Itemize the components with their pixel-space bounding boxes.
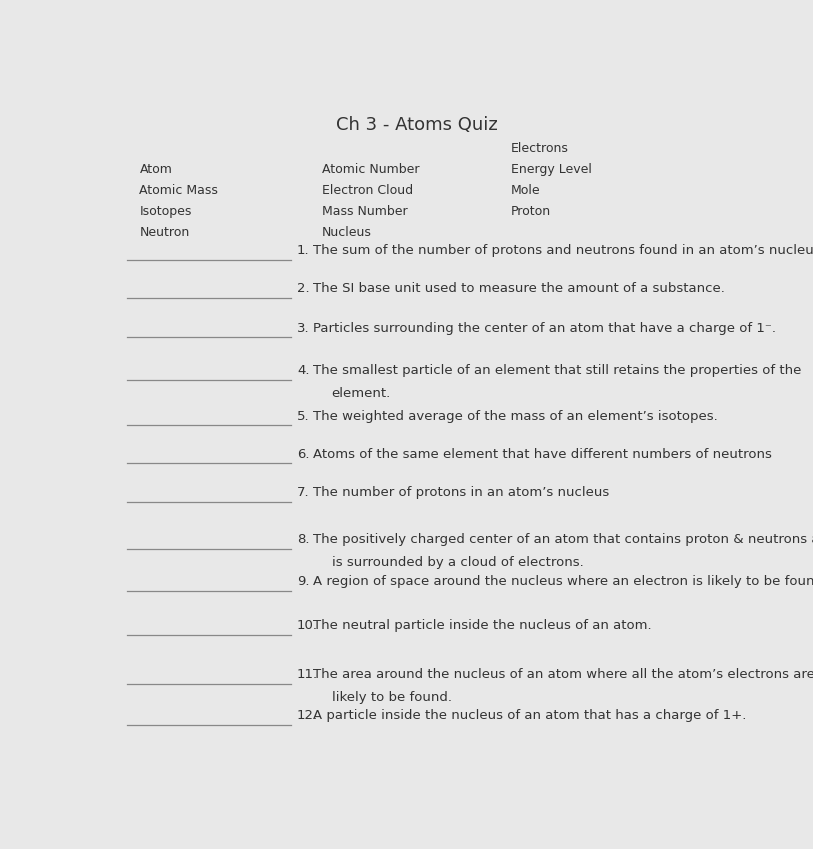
- Text: 4.: 4.: [297, 364, 310, 377]
- Text: Electrons: Electrons: [511, 143, 569, 155]
- Text: 3.: 3.: [297, 322, 310, 335]
- Text: Electron Cloud: Electron Cloud: [322, 184, 413, 197]
- Text: 12.: 12.: [297, 709, 318, 722]
- Text: 2.: 2.: [297, 283, 310, 295]
- Text: Neutron: Neutron: [140, 226, 189, 239]
- Text: is surrounded by a cloud of electrons.: is surrounded by a cloud of electrons.: [332, 556, 584, 570]
- Text: The sum of the number of protons and neutrons found in an atom’s nucleus.: The sum of the number of protons and neu…: [313, 245, 813, 257]
- Text: 1.: 1.: [297, 245, 310, 257]
- Text: Ch 3 - Atoms Quiz: Ch 3 - Atoms Quiz: [336, 116, 498, 134]
- Text: A region of space around the nucleus where an electron is likely to be found.: A region of space around the nucleus whe…: [313, 576, 813, 588]
- Text: The weighted average of the mass of an element’s isotopes.: The weighted average of the mass of an e…: [313, 410, 717, 423]
- Text: Mass Number: Mass Number: [322, 205, 408, 218]
- Text: Atoms of the same element that have different numbers of neutrons: Atoms of the same element that have diff…: [313, 447, 772, 461]
- Text: 11.: 11.: [297, 668, 318, 681]
- Text: 9.: 9.: [297, 576, 310, 588]
- Text: Atomic Mass: Atomic Mass: [140, 184, 219, 197]
- Text: Atom: Atom: [140, 163, 172, 177]
- Text: Particles surrounding the center of an atom that have a charge of 1⁻.: Particles surrounding the center of an a…: [313, 322, 776, 335]
- Text: Energy Level: Energy Level: [511, 163, 592, 177]
- Text: Nucleus: Nucleus: [322, 226, 372, 239]
- Text: 10.: 10.: [297, 619, 318, 632]
- Text: The smallest particle of an element that still retains the properties of the: The smallest particle of an element that…: [313, 364, 801, 377]
- Text: 7.: 7.: [297, 486, 310, 499]
- Text: likely to be found.: likely to be found.: [332, 691, 451, 704]
- Text: The number of protons in an atom’s nucleus: The number of protons in an atom’s nucle…: [313, 486, 609, 499]
- Text: Atomic Number: Atomic Number: [322, 163, 420, 177]
- Text: The area around the nucleus of an atom where all the atom’s electrons are most: The area around the nucleus of an atom w…: [313, 668, 813, 681]
- Text: 8.: 8.: [297, 533, 310, 547]
- Text: element.: element.: [332, 387, 391, 400]
- Text: 5.: 5.: [297, 410, 310, 423]
- Text: 6.: 6.: [297, 447, 310, 461]
- Text: The SI base unit used to measure the amount of a substance.: The SI base unit used to measure the amo…: [313, 283, 724, 295]
- Text: The neutral particle inside the nucleus of an atom.: The neutral particle inside the nucleus …: [313, 619, 651, 632]
- Text: A particle inside the nucleus of an atom that has a charge of 1+.: A particle inside the nucleus of an atom…: [313, 709, 746, 722]
- Text: The positively charged center of an atom that contains proton & neutrons and: The positively charged center of an atom…: [313, 533, 813, 547]
- Text: Isotopes: Isotopes: [140, 205, 192, 218]
- Text: Mole: Mole: [511, 184, 541, 197]
- Text: Proton: Proton: [511, 205, 551, 218]
